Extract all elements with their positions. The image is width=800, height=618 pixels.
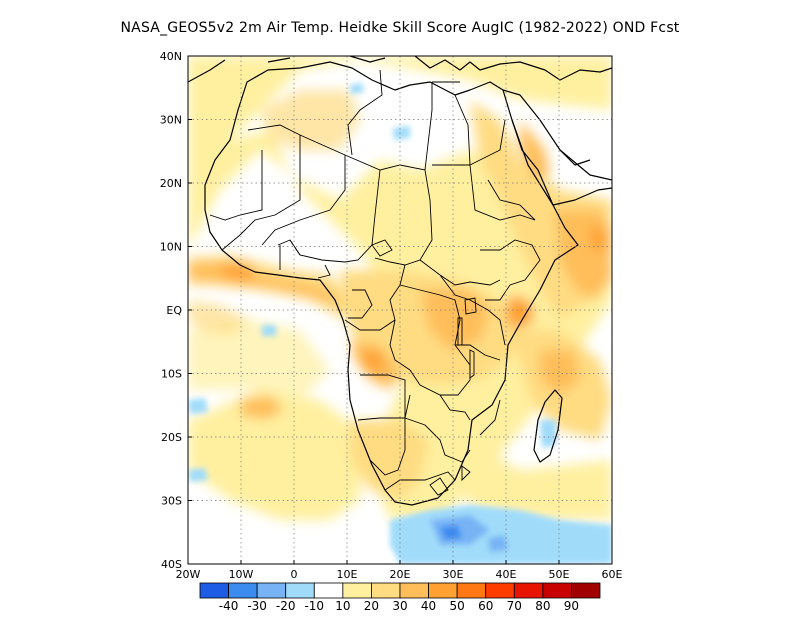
country-borders <box>209 69 541 496</box>
lon-tick-label: 20W <box>176 568 201 581</box>
colorbar-swatch <box>571 582 601 599</box>
colorbar-label: 90 <box>564 599 579 613</box>
lat-tick-label: 20S <box>161 431 182 444</box>
lon-tick-label: 0 <box>291 568 298 581</box>
lon-tick-label: 10E <box>337 568 358 581</box>
lat-tick-label: 30N <box>160 114 182 127</box>
colorbar-label: 50 <box>450 599 465 613</box>
map-plot-area <box>188 56 612 564</box>
lon-tick-label: 20E <box>390 568 411 581</box>
colorbar-swatch <box>228 582 258 599</box>
colorbar-swatch <box>371 582 401 599</box>
colorbar-swatch <box>313 582 344 599</box>
colorbar-label: 10 <box>335 599 350 613</box>
lat-tick-label: 10N <box>160 241 182 254</box>
colorbar-swatch <box>342 582 372 599</box>
colorbar-label: 20 <box>364 599 379 613</box>
lon-tick-label: 60E <box>602 568 623 581</box>
lat-tick-label: 10S <box>161 368 182 381</box>
colorbar-swatch <box>285 582 315 599</box>
lakes <box>371 239 477 379</box>
colorbar-swatch <box>542 582 572 599</box>
colorbar-label: 40 <box>421 599 436 613</box>
lon-tick-label: 50E <box>549 568 570 581</box>
colorbar-label: 80 <box>535 599 550 613</box>
lon-tick-label: 10W <box>229 568 254 581</box>
colorbar-label: 70 <box>507 599 522 613</box>
colorbar: -40 -30 -20 -10 10 20 30 40 50 60 70 80 90 <box>199 582 601 613</box>
latitude-axis: 40N 30N 20N 10N EQ 10S 20S 30S 40S <box>160 50 192 571</box>
longitude-axis: 20W 10W 0 10E 20E 30E 40E 50E 60E <box>176 560 623 581</box>
colorbar-label: -10 <box>304 599 324 613</box>
colorbar-swatch <box>513 582 544 599</box>
colorbar-swatch <box>399 582 429 599</box>
colorbar-label: 60 <box>478 599 493 613</box>
africa-coastline <box>188 56 612 506</box>
lat-tick-label: 20N <box>160 177 182 190</box>
colorbar-swatch <box>456 582 487 599</box>
colorbar-swatch <box>256 582 287 599</box>
colorbar-label: -20 <box>276 599 296 613</box>
colorbar-swatch <box>485 582 515 599</box>
colorbar-swatch <box>428 582 458 599</box>
lon-tick-label: 40E <box>496 568 517 581</box>
lat-tick-label: 40N <box>160 50 182 63</box>
lat-lon-grid <box>188 56 612 564</box>
chart-title: NASA_GEOS5v2 2m Air Temp. Heidke Skill S… <box>120 20 680 36</box>
colorbar-swatch <box>199 582 229 599</box>
lat-tick-label: EQ <box>166 304 182 317</box>
colorbar-label: 30 <box>392 599 407 613</box>
lon-tick-label: 30E <box>443 568 464 581</box>
lat-tick-label: 40S <box>161 558 182 571</box>
colorbar-label: -30 <box>247 599 267 613</box>
colorbar-label: -40 <box>219 599 239 613</box>
lat-tick-label: 30S <box>161 495 182 508</box>
